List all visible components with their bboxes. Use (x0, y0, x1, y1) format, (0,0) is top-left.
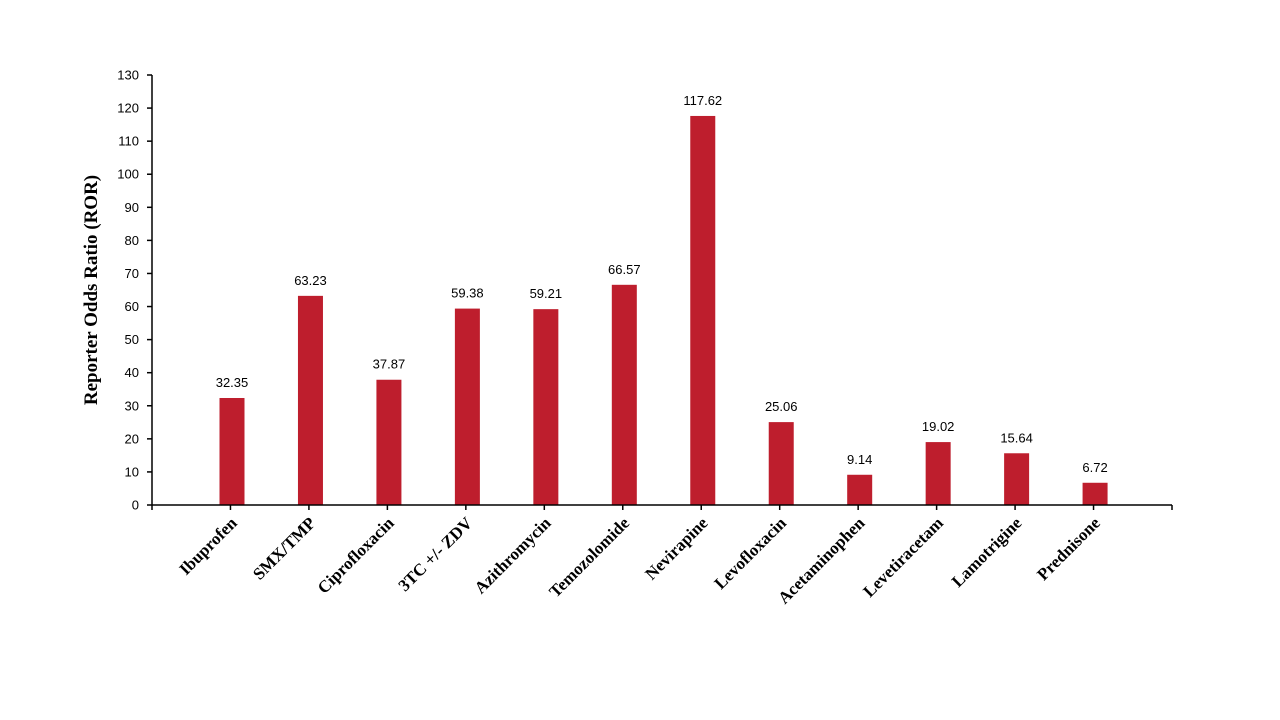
y-tick-label: 100 (117, 167, 139, 182)
y-tick-label: 120 (117, 101, 139, 116)
data-label: 59.38 (451, 286, 484, 301)
y-tick-label: 80 (125, 233, 139, 248)
x-tick-label: Ibuprofen (175, 513, 241, 579)
y-axis-title: Reporter Odds Ratio (ROR) (81, 175, 102, 405)
x-tick-label: Azithromycin (471, 513, 555, 597)
x-tick-label: Levofloxacin (711, 513, 791, 593)
bar (768, 422, 794, 505)
x-tick-label: Temozolomide (545, 513, 633, 601)
x-axis-ticks (151, 505, 1173, 510)
data-label: 66.57 (608, 262, 641, 277)
data-label: 63.23 (294, 273, 327, 288)
bar (690, 115, 716, 506)
bar (1082, 482, 1108, 505)
data-label: 59.21 (530, 286, 563, 301)
x-tick-label: Nevirapine (641, 513, 712, 584)
y-tick-label: 40 (125, 365, 139, 380)
data-labels: 32.35 63.23 37.87 59.38 59.21 66.57 117.62 25.0… (216, 93, 1108, 475)
data-label: 25.06 (765, 399, 798, 414)
bar (847, 474, 873, 505)
y-tick-label: 90 (125, 200, 139, 215)
bar (376, 379, 402, 505)
y-tick-label: 10 (125, 464, 139, 479)
bar (219, 397, 245, 505)
y-tick-label: 0 (132, 498, 139, 513)
x-tick-label: Prednisone (1033, 513, 1104, 584)
bar (297, 295, 323, 505)
y-tick-label: 70 (125, 266, 139, 281)
y-tick-label: 130 (117, 68, 139, 83)
x-tick-label: 3TC +/- ZDV (394, 513, 476, 595)
y-tick-label: 50 (125, 332, 139, 347)
y-tick-label: 60 (125, 299, 139, 314)
bar (1004, 453, 1030, 505)
bar (925, 442, 951, 505)
y-tick-label: 20 (125, 431, 139, 446)
bars (219, 115, 1108, 506)
data-label: 15.64 (1000, 430, 1033, 445)
x-tick-label: Lamotrigine (948, 513, 1026, 591)
data-label: 37.87 (373, 357, 406, 372)
data-label: 9.14 (847, 452, 872, 467)
bar (533, 309, 559, 505)
x-tick-label: SMX/TMP (249, 513, 319, 583)
x-tick-label: Ciprofloxacin (314, 513, 398, 597)
y-tick-label: 30 (125, 398, 139, 413)
y-axis-ticks: 0 10 20 30 40 50 60 70 80 90 100 110 120 130 (117, 68, 152, 513)
bar (611, 284, 637, 505)
bar (454, 308, 480, 505)
y-tick-label: 110 (118, 134, 139, 149)
data-label: 6.72 (1082, 460, 1107, 475)
data-label: 32.35 (216, 375, 249, 390)
data-label: 19.02 (922, 419, 955, 434)
x-tick-label: Levetiracetam (859, 513, 947, 601)
data-label: 117.62 (683, 93, 722, 108)
